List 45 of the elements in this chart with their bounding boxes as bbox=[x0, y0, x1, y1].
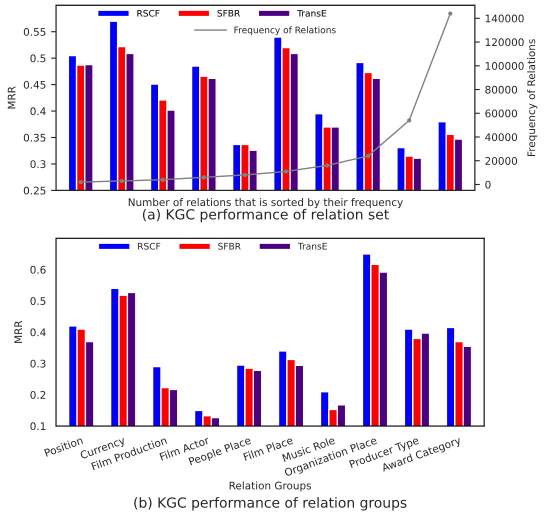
text: (b) KGC performance of relation groups bbox=[134, 497, 406, 511]
y-axis-title: MRR bbox=[14, 320, 22, 343]
y2-tick-label: 40000 bbox=[485, 133, 518, 142]
legend-label: RSCF bbox=[138, 242, 160, 250]
y-tick-label: 0.1 bbox=[30, 422, 46, 430]
point bbox=[120, 178, 124, 183]
x-axis-title: Relation Groups bbox=[230, 481, 312, 492]
y-tick-label: 0.3 bbox=[30, 160, 46, 168]
y-tick-label: 0.4 bbox=[30, 328, 46, 336]
y-axis-title: MRR bbox=[8, 86, 16, 109]
legend-label: TransE bbox=[297, 10, 326, 17]
y-tick-label: 0.35 bbox=[24, 134, 46, 142]
point bbox=[160, 178, 165, 182]
y2-tick-label: 60000 bbox=[485, 109, 518, 118]
legend-label: SFBR bbox=[218, 242, 241, 250]
y-tick-label: 0.4 bbox=[30, 107, 46, 116]
y2-tick-label: 80000 bbox=[485, 86, 518, 94]
y2-tick-label: 140000 bbox=[486, 14, 524, 22]
y-tick-label: 0.25 bbox=[24, 186, 46, 195]
y2-axis-title: Frequency of Relations bbox=[527, 39, 538, 156]
legend-label: SFBR bbox=[217, 10, 240, 17]
legend-label: RSCF bbox=[137, 10, 160, 17]
legend-label: TransE bbox=[298, 242, 327, 250]
point bbox=[202, 175, 206, 180]
y-tick-label: 0.55 bbox=[24, 28, 46, 36]
point bbox=[366, 154, 370, 158]
y2-tick-label: 20000 bbox=[485, 156, 518, 165]
y-tick-label: 0.6 bbox=[30, 266, 46, 274]
y-tick-label: 0.2 bbox=[30, 390, 46, 399]
point bbox=[407, 118, 412, 122]
x-axis-title: Number of relations that is sorted by their frequency bbox=[128, 198, 403, 208]
text: (a) KGC performance of relation set bbox=[142, 208, 389, 222]
point bbox=[242, 172, 248, 178]
point bbox=[78, 180, 83, 184]
point bbox=[324, 163, 330, 168]
y-tick-label: 0.3 bbox=[30, 360, 46, 368]
y2-tick-label: 100000 bbox=[486, 62, 524, 70]
y2-tick-label: 120000 bbox=[486, 38, 524, 46]
point bbox=[448, 11, 452, 16]
y2-tick-label: 0 bbox=[485, 180, 491, 189]
y-tick-label: 0.45 bbox=[24, 80, 46, 89]
y-tick-label: 0.5 bbox=[30, 297, 46, 305]
legend-label: Frequency of Relations bbox=[234, 26, 336, 36]
point bbox=[284, 169, 288, 174]
y-tick-label: 0.5 bbox=[30, 54, 46, 62]
